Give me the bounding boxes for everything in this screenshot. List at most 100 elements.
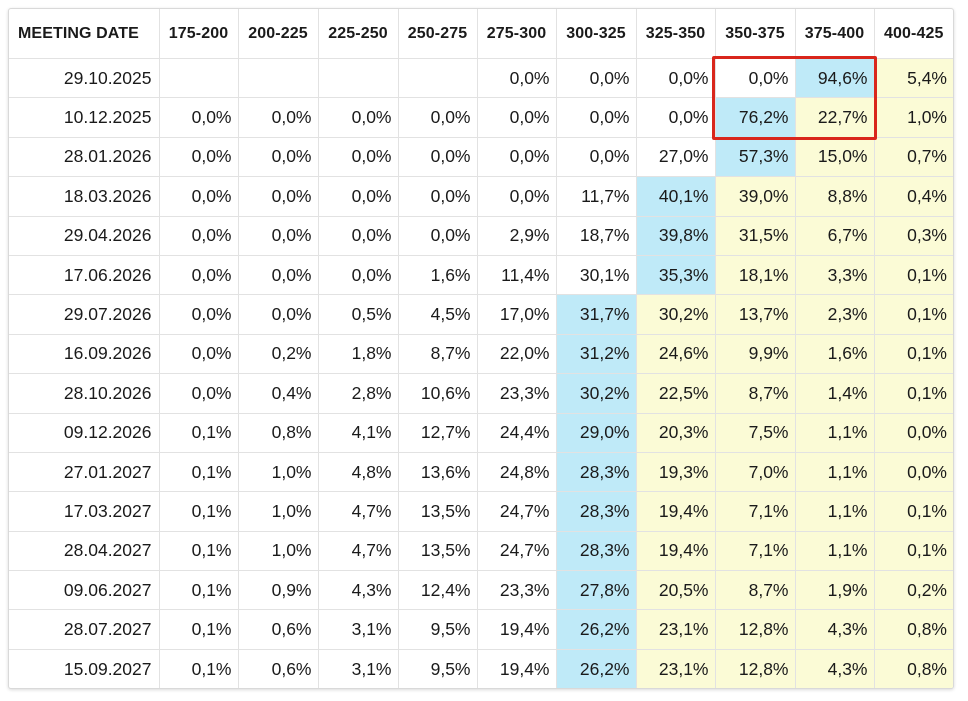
column-header-range[interactable]: 325-350 — [636, 9, 716, 59]
probability-cell: 22,7% — [795, 97, 875, 138]
table-row[interactable]: 17.03.2027 0,1% 1,0% 4,7% 13,5% 24,7% 28,3% 19,… — [9, 491, 953, 532]
table-row[interactable]: 17.06.2026 0,0% 0,0% 0,0% 1,6% 11,4% 30,1% 35,3… — [9, 255, 953, 296]
column-header-range[interactable]: 300-325 — [556, 9, 637, 59]
table-header-row: MEETING DATE 175-200 200-225 225-250 250… — [9, 9, 953, 59]
probability-cell: 1,1% — [795, 491, 875, 532]
meeting-date-cell: 28.10.2026 — [9, 373, 160, 414]
meeting-date-cell: 28.07.2027 — [9, 609, 160, 650]
probability-cell: 0,0% — [556, 58, 637, 99]
probability-cell: 7,1% — [715, 531, 796, 572]
meeting-date-cell: 15.09.2027 — [9, 649, 160, 689]
probability-cell: 1,1% — [795, 452, 875, 493]
probability-cell: 0,0% — [159, 97, 239, 138]
probability-cell: 7,5% — [715, 413, 796, 453]
probability-cell: 0,1% — [159, 491, 239, 532]
table-body: 29.10.2025 0,0% 0,0% 0,0% 0,0% 94,6% 5,4% 10.12… — [9, 58, 953, 689]
probability-cell: 4,7% — [318, 491, 399, 532]
probability-cell: 24,7% — [477, 531, 557, 572]
probability-cell: 12,8% — [715, 649, 796, 689]
probability-cell: 23,1% — [636, 649, 716, 689]
meeting-date-cell: 28.01.2026 — [9, 137, 160, 178]
probability-cell: 0,0% — [318, 176, 399, 217]
probability-cell: 0,8% — [874, 649, 953, 689]
probability-cell: 40,1% — [636, 176, 716, 217]
table-row[interactable]: 28.10.2026 0,0% 0,4% 2,8% 10,6% 23,3% 30,2% 22,… — [9, 373, 953, 414]
probability-cell: 1,8% — [318, 334, 399, 375]
probability-cell: 2,8% — [318, 373, 399, 414]
probability-cell: 0,1% — [874, 491, 953, 532]
table-row[interactable]: 09.12.2026 0,1% 0,8% 4,1% 12,7% 24,4% 29,0% 20,… — [9, 413, 953, 453]
probability-cell: 1,1% — [795, 531, 875, 572]
probability-cell: 19,4% — [477, 649, 557, 689]
probability-cell: 22,5% — [636, 373, 716, 414]
probability-cell: 15,0% — [795, 137, 875, 178]
table-row[interactable]: 16.09.2026 0,0% 0,2% 1,8% 8,7% 22,0% 31,2% 24,6… — [9, 334, 953, 375]
column-header-meeting-date[interactable]: MEETING DATE — [9, 9, 160, 59]
probability-cell: 27,8% — [556, 570, 637, 611]
probability-cell: 11,4% — [477, 255, 557, 296]
table-row[interactable]: 29.04.2026 0,0% 0,0% 0,0% 0,0% 2,9% 18,7% 39,8%… — [9, 216, 953, 256]
column-header-range[interactable]: 400-425 — [874, 9, 953, 59]
probability-cell: 1,1% — [795, 413, 875, 453]
probability-cell: 4,1% — [318, 413, 399, 453]
table-row[interactable]: 09.06.2027 0,1% 0,9% 4,3% 12,4% 23,3% 27,8% 20,… — [9, 570, 953, 611]
probability-cell: 8,7% — [398, 334, 478, 375]
column-header-range[interactable]: 275-300 — [477, 9, 557, 59]
meeting-date-cell: 18.03.2026 — [9, 176, 160, 217]
table-row[interactable]: 15.09.2027 0,1% 0,6% 3,1% 9,5% 19,4% 26,2% 23,1… — [9, 649, 953, 689]
probability-cell: 0,0% — [318, 216, 399, 256]
probability-cell: 30,2% — [556, 373, 637, 414]
table-row[interactable]: 29.07.2026 0,0% 0,0% 0,5% 4,5% 17,0% 31,7% 30,2… — [9, 294, 953, 335]
table-row[interactable]: 28.04.2027 0,1% 1,0% 4,7% 13,5% 24,7% 28,3% 19,… — [9, 531, 953, 572]
probability-cell: 0,0% — [238, 97, 319, 138]
probability-cell — [159, 58, 239, 99]
probability-cell: 31,2% — [556, 334, 637, 375]
probability-cell: 12,8% — [715, 609, 796, 650]
column-header-range[interactable]: 225-250 — [318, 9, 399, 59]
probability-cell: 2,3% — [795, 294, 875, 335]
probability-cell: 24,6% — [636, 334, 716, 375]
meeting-date-cell: 29.07.2026 — [9, 294, 160, 335]
table-row[interactable]: 28.01.2026 0,0% 0,0% 0,0% 0,0% 0,0% 0,0% 27,0% 5… — [9, 137, 953, 178]
probability-cell: 24,8% — [477, 452, 557, 493]
probability-cell: 0,1% — [159, 531, 239, 572]
probability-cell: 24,7% — [477, 491, 557, 532]
probability-cell: 0,2% — [238, 334, 319, 375]
probability-cell: 18,7% — [556, 216, 637, 256]
probability-cell: 8,8% — [795, 176, 875, 217]
probability-cell — [318, 58, 399, 99]
probability-cell: 0,4% — [238, 373, 319, 414]
probability-cell: 3,1% — [318, 609, 399, 650]
meeting-date-cell: 09.12.2026 — [9, 413, 160, 453]
probability-cell: 0,0% — [477, 58, 557, 99]
probability-cell: 39,0% — [715, 176, 796, 217]
probability-cell: 1,4% — [795, 373, 875, 414]
column-header-range[interactable]: 250-275 — [398, 9, 478, 59]
probability-cell: 19,3% — [636, 452, 716, 493]
meeting-date-cell: 16.09.2026 — [9, 334, 160, 375]
table-row[interactable]: 29.10.2025 0,0% 0,0% 0,0% 0,0% 94,6% 5,4% — [9, 58, 953, 99]
table-row[interactable]: 10.12.2025 0,0% 0,0% 0,0% 0,0% 0,0% 0,0% 0,0% 76… — [9, 97, 953, 138]
column-header-range[interactable]: 175-200 — [159, 9, 239, 59]
probability-cell: 0,0% — [318, 137, 399, 178]
probability-cell: 19,4% — [636, 531, 716, 572]
table-row[interactable]: 28.07.2027 0,1% 0,6% 3,1% 9,5% 19,4% 26,2% 23,1… — [9, 609, 953, 650]
meeting-date-cell: 10.12.2025 — [9, 97, 160, 138]
probability-cell: 0,1% — [874, 294, 953, 335]
probability-cell: 1,0% — [238, 491, 319, 532]
probability-cell: 6,7% — [795, 216, 875, 256]
column-header-range[interactable]: 200-225 — [238, 9, 319, 59]
probability-cell: 0,0% — [477, 137, 557, 178]
meeting-date-cell: 29.04.2026 — [9, 216, 160, 256]
probability-cell: 0,0% — [159, 176, 239, 217]
probability-cell: 0,0% — [636, 58, 716, 99]
probability-cell: 9,5% — [398, 649, 478, 689]
probability-cell: 4,7% — [318, 531, 399, 572]
column-header-range[interactable]: 375-400 — [795, 9, 875, 59]
probability-cell: 0,1% — [874, 531, 953, 572]
table-row[interactable]: 27.01.2027 0,1% 1,0% 4,8% 13,6% 24,8% 28,3% 19,… — [9, 452, 953, 493]
probability-cell: 0,8% — [874, 609, 953, 650]
probability-cell: 0,0% — [159, 255, 239, 296]
column-header-range[interactable]: 350-375 — [715, 9, 796, 59]
table-row[interactable]: 18.03.2026 0,0% 0,0% 0,0% 0,0% 0,0% 11,7% 40,1%… — [9, 176, 953, 217]
